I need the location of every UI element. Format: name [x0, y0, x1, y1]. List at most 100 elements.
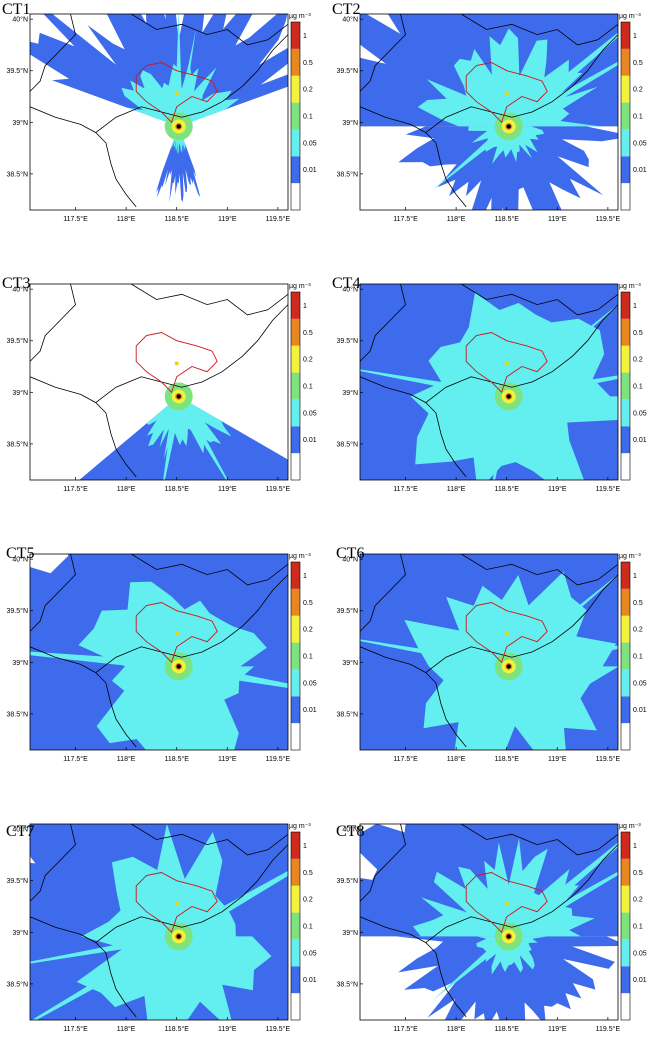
colorbar: 0.01 0.05 0.1 0.2 0.5 1 µg m⁻³	[619, 13, 647, 211]
concentration-field	[360, 824, 618, 1020]
x-tick-label: 119.5°E	[266, 1025, 291, 1033]
map-ct7: 117.5°E 118°E 118.5°E 119°E 119.5°E 40°N 39.5°…	[7, 823, 317, 1033]
x-tick-label: 119.5°E	[266, 755, 291, 763]
colorbar-label: 1	[303, 573, 307, 580]
y-tick-label: 39.5°N	[337, 607, 358, 615]
x-tick-label: 118.5°E	[164, 1025, 189, 1033]
colorbar-label: 1	[633, 573, 637, 580]
y-tick-label: 38.5°N	[7, 440, 28, 448]
colorbar-label: 0.01	[633, 707, 647, 714]
colorbar-label: 0.2	[303, 897, 313, 904]
colorbar-label: 0.01	[303, 437, 317, 444]
concentration-field	[360, 554, 618, 750]
y-tick-label: 39°N	[342, 389, 358, 397]
colorbar-label: 1	[633, 843, 637, 850]
panel-ct4: 117.5°E 118°E 118.5°E 119°E 119.5°E 40°N 39.5°…	[330, 270, 650, 510]
y-tick-label: 39°N	[12, 119, 28, 127]
colorbar-label: 0.1	[303, 384, 313, 391]
y-tick-label: 39.5°N	[7, 67, 28, 75]
panel-title: CT4	[332, 275, 361, 292]
colorbar: 0.01 0.05 0.1 0.2 0.5 1 µg m⁻³	[289, 13, 317, 211]
panel-title: CT5	[6, 545, 35, 562]
colorbar: 0.01 0.05 0.1 0.2 0.5 1 µg m⁻³	[289, 283, 317, 481]
source-marker	[506, 124, 511, 129]
panel-title: CT2	[332, 1, 361, 18]
x-tick-label: 118.5°E	[494, 215, 519, 223]
map-ct2: 117.5°E 118°E 118.5°E 119°E 119.5°E 40°N 39.5°…	[337, 13, 647, 223]
y-tick-label: 40°N	[12, 286, 28, 294]
colorbar-label: 0.2	[303, 357, 313, 364]
source-marker	[176, 124, 181, 129]
colorbar-unit: µg m⁻³	[619, 13, 641, 20]
colorbar-label: 0.01	[303, 167, 317, 174]
colorbar-label: 0.05	[303, 680, 317, 687]
colorbar-unit: µg m⁻³	[619, 823, 641, 830]
concentration-field	[30, 14, 288, 208]
x-tick-label: 118°E	[117, 755, 136, 763]
colorbar-label: 0.2	[633, 897, 643, 904]
y-tick-label: 39°N	[12, 389, 28, 397]
y-tick-label: 38.5°N	[7, 170, 28, 178]
concentration-field	[30, 554, 288, 750]
source-marker	[176, 934, 181, 939]
colorbar-label: 0.05	[303, 950, 317, 957]
x-tick-label: 119.5°E	[266, 215, 291, 223]
x-tick-label: 118°E	[447, 485, 466, 493]
map-ct8: 117.5°E 118°E 118.5°E 119°E 119.5°E 40°N 39.5°…	[337, 823, 647, 1033]
colorbar-label: 0.01	[633, 977, 647, 984]
x-tick-label: 118.5°E	[494, 485, 519, 493]
x-tick-label: 119°E	[218, 485, 237, 493]
colorbar-label: 0.5	[633, 60, 643, 67]
panel-ct7: 117.5°E 118°E 118.5°E 119°E 119.5°E 40°N 39.5°…	[0, 810, 320, 1050]
city-boundary	[135, 62, 218, 124]
colorbar-label: 0.5	[303, 330, 313, 337]
x-tick-label: 117.5°E	[63, 755, 88, 763]
city-boundary	[135, 332, 218, 394]
x-tick-label: 117.5°E	[393, 755, 418, 763]
x-tick-label: 117.5°E	[63, 215, 88, 223]
x-tick-label: 119°E	[218, 755, 237, 763]
y-tick-label: 39°N	[342, 659, 358, 667]
x-tick-label: 118.5°E	[494, 1025, 519, 1033]
x-tick-label: 119°E	[218, 215, 237, 223]
panel-ct6: 117.5°E 118°E 118.5°E 119°E 119.5°E 40°N 39.5°…	[330, 540, 650, 780]
colorbar-label: 0.05	[633, 140, 647, 147]
x-tick-label: 117.5°E	[393, 485, 418, 493]
map-ct5: 117.5°E 118°E 118.5°E 119°E 119.5°E 40°N 39.5°…	[7, 553, 317, 763]
colorbar: 0.01 0.05 0.1 0.2 0.5 1 µg m⁻³	[619, 283, 647, 481]
colorbar: 0.01 0.05 0.1 0.2 0.5 1 µg m⁻³	[619, 553, 647, 751]
city-boundary	[135, 872, 218, 934]
colorbar-label: 0.5	[633, 870, 643, 877]
y-tick-label: 40°N	[342, 826, 358, 834]
colorbar-label: 1	[303, 303, 307, 310]
colorbar-label: 0.2	[633, 627, 643, 634]
y-tick-label: 39.5°N	[7, 877, 28, 885]
colorbar-unit: µg m⁻³	[289, 283, 311, 290]
colorbar-unit: µg m⁻³	[619, 553, 641, 560]
colorbar-label: 0.05	[633, 410, 647, 417]
source-marker	[506, 934, 511, 939]
concentration-field	[30, 824, 288, 1020]
panel-title: CT8	[336, 823, 365, 840]
x-tick-label: 117.5°E	[63, 485, 88, 493]
panel-ct2: 117.5°E 118°E 118.5°E 119°E 119.5°E 40°N 39.5°…	[330, 0, 650, 240]
y-tick-label: 39°N	[342, 119, 358, 127]
y-tick-label: 39.5°N	[337, 877, 358, 885]
colorbar-label: 0.5	[633, 600, 643, 607]
x-tick-label: 118.5°E	[164, 215, 189, 223]
x-tick-label: 117.5°E	[393, 215, 418, 223]
colorbar-unit: µg m⁻³	[619, 283, 641, 290]
colorbar-label: 1	[633, 33, 637, 40]
x-tick-label: 118°E	[117, 1025, 136, 1033]
map-ct6: 117.5°E 118°E 118.5°E 119°E 119.5°E 40°N 39.5°…	[337, 553, 647, 763]
colorbar-label: 0.1	[303, 114, 313, 121]
x-tick-label: 118°E	[447, 1025, 466, 1033]
x-tick-label: 118°E	[117, 215, 136, 223]
colorbar-label: 0.05	[633, 950, 647, 957]
colorbar: 0.01 0.05 0.1 0.2 0.5 1 µg m⁻³	[289, 553, 317, 751]
map-ct1: 117.5°E 118°E 118.5°E 119°E 119.5°E 40°N 39.5°…	[7, 13, 317, 223]
y-tick-label: 39°N	[12, 659, 28, 667]
x-tick-label: 118.5°E	[164, 755, 189, 763]
colorbar-unit: µg m⁻³	[289, 823, 311, 830]
x-tick-label: 119.5°E	[596, 1025, 621, 1033]
